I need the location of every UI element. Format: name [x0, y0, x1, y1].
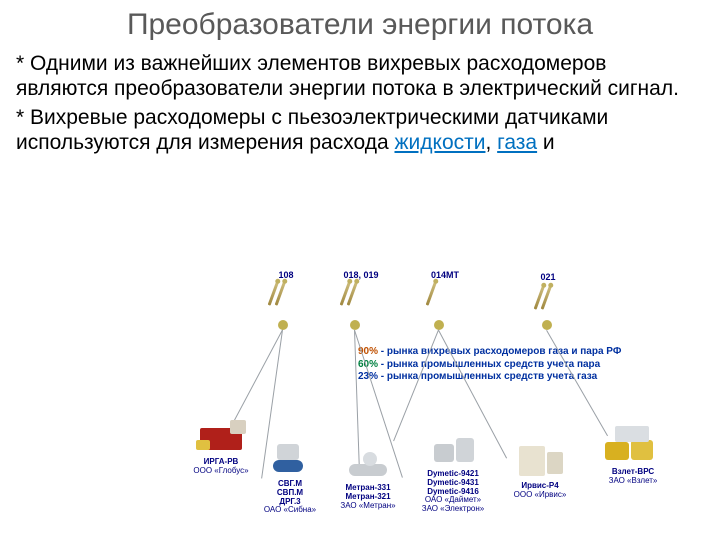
device-dym-sub2: ЗАО «Электрон» [410, 505, 496, 514]
device-vzlet: Взлет-ВРС ЗАО «Взлет» [590, 424, 676, 486]
device-metran: Метран-331 Метран-321 ЗАО «Метран» [330, 450, 406, 510]
device-irga-sub: ООО «Глобус» [184, 467, 258, 476]
market-60pct: 60% [358, 359, 378, 370]
probe-021-label: 021 [528, 272, 568, 282]
paragraph-2: * Вихревые расходомеры с пьезоэлектричес… [16, 105, 700, 155]
hub-014 [434, 320, 444, 330]
hub-018 [350, 320, 360, 330]
probe-014mt-label: 014МТ [422, 270, 468, 280]
hub-021 [542, 320, 552, 330]
device-irvis: Ирвис-Р4 ООО «Ирвис» [502, 442, 578, 500]
device-dymetic: Dymetic-9421 Dymetic-9431 Dymetic-9416 О… [410, 434, 496, 514]
probe-018: 018, 019 [342, 280, 356, 311]
device-svg-sub: ОАО «Сибна» [254, 506, 326, 515]
probe-018-label: 018, 019 [336, 270, 386, 280]
body-text: * Одними из важнейших элементов вихревых… [0, 51, 720, 156]
link-gas[interactable]: газа [497, 131, 537, 154]
market-l3: - рынка промышленных средств учета газа [378, 371, 597, 382]
paragraph-1: * Одними из важнейших элементов вихревых… [16, 51, 700, 101]
probe-021: 021 [536, 284, 550, 315]
device-vzlet-sub: ЗАО «Взлет» [590, 477, 676, 486]
slide-title: Преобразователи энергии потока [0, 0, 720, 47]
para2-text-b: , [485, 131, 497, 154]
device-irga-image [194, 416, 248, 456]
diagram-panel: 108 018, 019 014МТ 021 90% - рынка вихре… [178, 268, 716, 538]
device-irvis-image [513, 442, 567, 480]
device-metran-sub: ЗАО «Метран» [330, 502, 406, 511]
probe-014mt: 014МТ [428, 280, 435, 311]
device-svg-image [263, 444, 317, 478]
device-irga: ИРГА-РВ ООО «Глобус» [184, 416, 258, 476]
market-l1: - рынка вихревых расходомеров газа и пар… [378, 346, 621, 357]
probe-108: 108 [270, 280, 284, 311]
device-dymetic-image [426, 434, 480, 468]
market-text: 90% - рынка вихревых расходомеров газа и… [358, 346, 621, 384]
hub-108 [278, 320, 288, 330]
device-svg: СВГ.М СВП.М ДРГ.3 ОАО «Сибна» [254, 444, 326, 515]
device-vzlet-image [601, 424, 665, 466]
device-irvis-sub: ООО «Ирвис» [502, 491, 578, 500]
link-liquid[interactable]: жидкости [394, 131, 485, 154]
para2-text-c: и [537, 131, 555, 154]
device-metran-image [341, 450, 395, 482]
